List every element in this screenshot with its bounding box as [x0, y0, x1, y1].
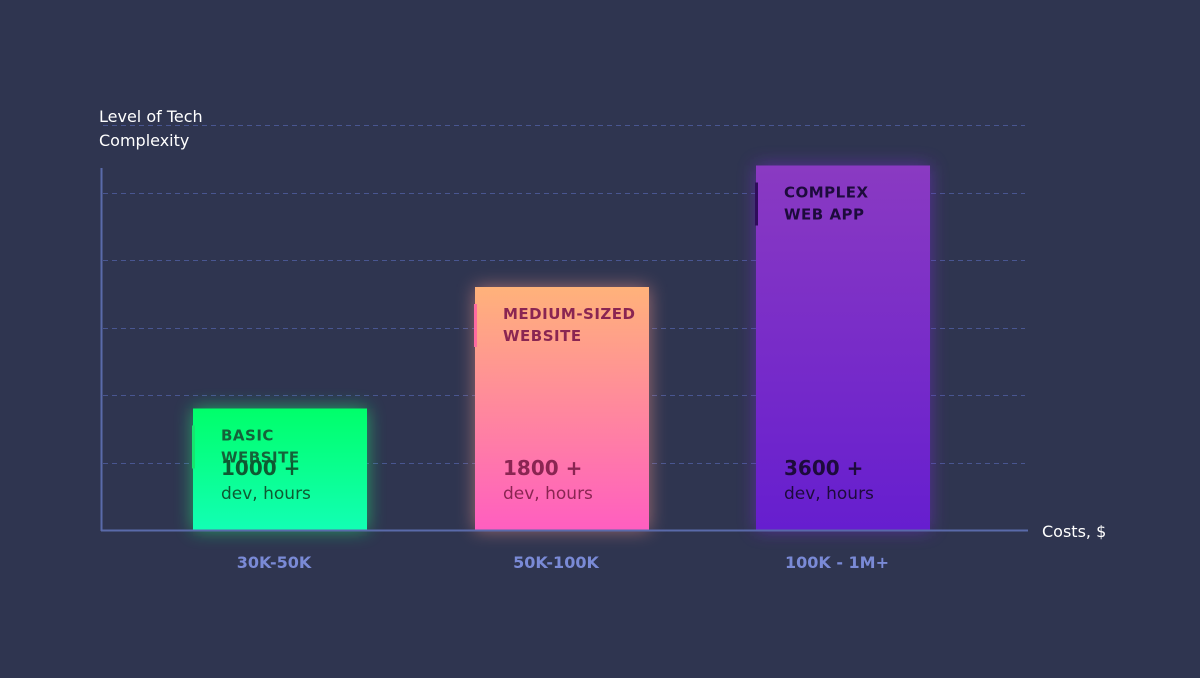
- bar-title-line: WEB APP: [784, 206, 865, 224]
- bar-title-line: COMPLEX: [784, 184, 869, 202]
- bar-title-line: WEBSITE: [221, 449, 300, 467]
- bar-title-line: MEDIUM-SIZED: [503, 305, 636, 323]
- bar-accent: [474, 304, 477, 347]
- bar-accent: [192, 425, 195, 469]
- x-tick-label: 50K-100K: [513, 553, 599, 572]
- bar-hours-value: 1000 +: [221, 456, 300, 480]
- axes: [100, 168, 1028, 532]
- bar: [475, 287, 649, 530]
- y-axis-title-line: Level of Tech: [99, 107, 203, 126]
- bar: [756, 165, 930, 530]
- bars: [192, 165, 930, 530]
- bar-hours-unit: dev, hours: [221, 484, 311, 504]
- x-axis-title: Costs, $: [1042, 522, 1106, 541]
- y-axis-title-line: Complexity: [99, 131, 189, 150]
- bar-title-line: BASIC: [221, 427, 274, 445]
- x-tick-label: 100K - 1M+: [785, 553, 889, 572]
- bar-hours-unit: dev, hours: [503, 484, 593, 504]
- bar: [193, 408, 367, 530]
- bar-accent: [755, 182, 758, 226]
- bar-hours-value: 1800 +: [503, 456, 582, 480]
- bar-hours-unit: dev, hours: [784, 484, 874, 504]
- bar-hours-value: 3600 +: [784, 456, 863, 480]
- x-tick-label: 30K-50K: [237, 553, 312, 572]
- bar-title-line: WEBSITE: [503, 327, 582, 345]
